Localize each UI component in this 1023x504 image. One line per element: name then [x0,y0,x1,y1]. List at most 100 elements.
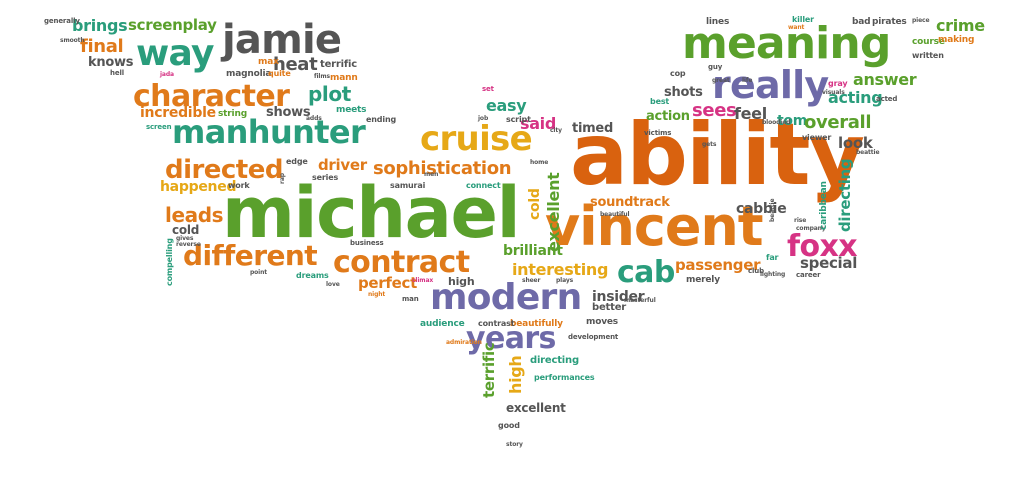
word-smooth: beautiful [600,211,630,218]
word-feel: feel [734,104,767,123]
word-modern: modern [430,277,582,318]
word-love: screen [146,123,172,131]
word-ending: max [258,57,279,67]
word-sophistication: sophistication [373,158,512,179]
word-men: reverse [176,241,201,248]
word-beautifully: series [312,173,339,182]
word-vincent: vincent [545,195,764,258]
word-passenger: passenger [675,256,761,274]
word-screen: killer [792,15,814,24]
word-different: different [183,239,318,272]
word-great: city [550,127,562,134]
word-max: excellent [506,401,566,415]
word-leads: leads [165,203,224,227]
word-films: life [742,77,753,84]
word-said: said [520,114,556,133]
word-course: best [650,97,670,106]
word-caribbean: bloodied [762,119,791,126]
word-script: cop [670,69,686,78]
word-character: character [133,79,290,114]
word-terrific: terrific [480,342,498,398]
word-sheer: point [250,269,268,276]
word-happened: happened [160,179,237,195]
word-guy: performances [534,373,595,382]
word-best: good [498,421,520,430]
word-merely: edge [286,157,308,166]
word-edge: magnolia [226,69,272,79]
word-shots: shots [664,85,703,100]
word-connect: ending [366,115,397,124]
word-screenplay: screenplay [128,16,217,34]
word-moves: samurai [390,181,426,190]
word-tom: tom [777,113,808,129]
word-manhunter: manhunter [172,113,366,151]
word-mann: cold [172,223,200,237]
word-life: job [478,115,489,122]
word-bad: script [506,115,531,124]
word-audience: connect [466,181,501,190]
word-brilliant: brilliant [503,243,563,259]
word-visuals: rise [794,217,807,224]
word-ability: ability [570,105,865,205]
word-cruise: cruise [420,119,533,159]
word-viewer: written [912,51,944,60]
word-pirates: home [530,159,549,166]
word-bloodied: adds [306,115,322,122]
word-city: smooth [60,37,85,44]
word-home: guy [708,63,723,71]
word-action: action [646,109,690,124]
word-sees: sees [692,100,737,121]
word-better: better [592,302,627,313]
word-acting: acting [828,88,883,107]
word-la: films [314,73,330,80]
word-man: contrast [478,319,515,328]
word-answer: answer [853,70,917,89]
word-cop: development [568,333,619,341]
word-scenes: visuals [822,89,845,96]
word-making: victims [644,129,672,137]
word-special: special [800,254,858,272]
word-point: quite [268,69,291,78]
word-overall: overall [804,112,872,133]
word-directed: directed [165,155,283,185]
word-masterful: men [424,171,439,178]
word-climax: compelling [165,238,174,286]
word-cabbie: cabbie [736,201,787,217]
word-story: gives [176,235,194,242]
word-samurai: string [218,109,247,119]
word-piece: company [796,225,826,232]
word-plays: night [368,291,386,298]
word-stay: piece [912,17,930,24]
word-good: moves [586,317,618,327]
word-seen: beattie [856,149,880,156]
word-jada: lines [706,17,730,27]
word-reverse: sheer [522,277,541,284]
word-final: final [80,36,124,57]
word-company: masterful [624,297,656,304]
word-acted: making [938,35,975,45]
word-plot: plot [308,82,351,106]
word-hell: club [748,267,764,275]
word-job: admiration [446,339,482,346]
word-far: bad [852,17,871,27]
word-easy: easy [486,96,527,115]
word-lighting: love [326,281,340,288]
word-rap: story [506,441,523,448]
word-business: jada [160,71,174,78]
word-work: mann [330,73,358,83]
word-incredible: incredible [140,105,216,121]
word-dreams: audience [420,319,465,329]
word-directing: directing [836,158,854,232]
word-beautiful: business [350,239,384,247]
word-really: really [712,63,829,107]
word-generally: plays [556,277,574,284]
word-insider: insider [592,289,645,305]
word-look: look [838,134,873,152]
word-way: way [136,33,214,74]
word-driver: driver [318,156,367,174]
word-rise: rap [279,173,286,184]
word-performances: beautifully [510,319,563,329]
word-interesting: interesting [512,260,609,279]
word-high: high [506,355,525,394]
word-certainly-vertical: beattie [769,198,776,222]
